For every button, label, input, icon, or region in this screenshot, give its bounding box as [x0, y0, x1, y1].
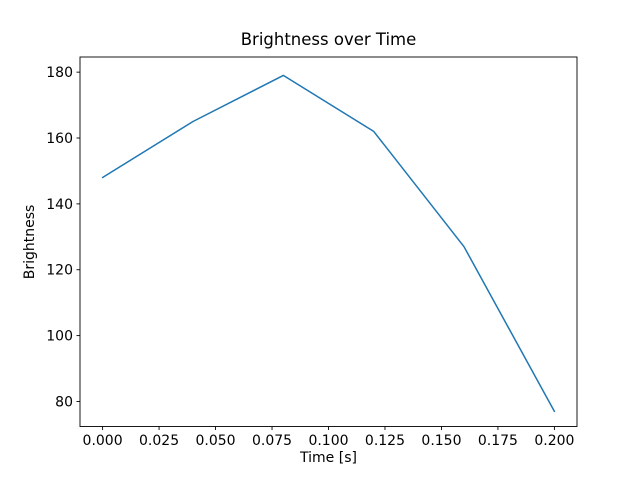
chart-title: Brightness over Time [240, 30, 417, 49]
x-tick-label: 0.000 [83, 433, 123, 449]
y-tick-label: 160 [46, 131, 73, 147]
axes-spines [79, 56, 578, 427]
x-tick-label: 0.125 [365, 433, 405, 449]
y-tick-label: 180 [46, 65, 73, 81]
y-tick-label: 140 [46, 197, 73, 213]
x-tick-label: 0.200 [534, 433, 574, 449]
y-axis-label: Brightness [22, 204, 38, 280]
data-line [101, 74, 556, 413]
x-tick-label: 0.025 [139, 433, 179, 449]
y-tick-label: 80 [55, 394, 73, 410]
x-tick-label: 0.100 [308, 433, 348, 449]
x-tick-label: 0.050 [195, 433, 235, 449]
x-axis-label: Time [s] [300, 450, 357, 466]
x-tick-label: 0.150 [421, 433, 461, 449]
y-tick-label: 120 [46, 263, 73, 279]
y-tick-label: 100 [46, 329, 73, 345]
x-tick-label: 0.175 [478, 433, 518, 449]
x-tick-label: 0.075 [252, 433, 292, 449]
